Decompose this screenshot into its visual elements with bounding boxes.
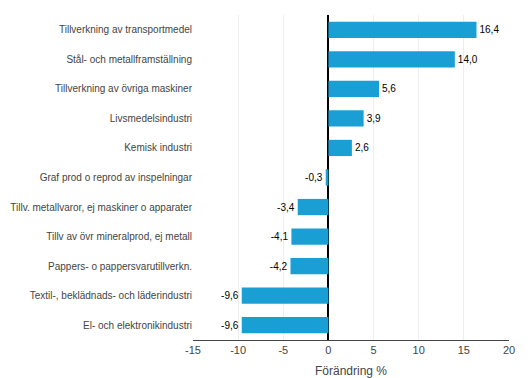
svg-text:-10: -10 (230, 344, 246, 356)
svg-text:Pappers- o pappersvarutillverk: Pappers- o pappersvarutillverkn. (48, 261, 192, 272)
svg-text:10: 10 (413, 344, 425, 356)
svg-text:0: 0 (325, 344, 331, 356)
svg-text:-3,4: -3,4 (277, 202, 295, 213)
svg-text:5,6: 5,6 (382, 83, 396, 94)
svg-text:Livsmedelsindustri: Livsmedelsindustri (110, 113, 192, 124)
svg-text:Tillv. metallvaror, ej maskine: Tillv. metallvaror, ej maskiner o appara… (10, 202, 192, 213)
svg-text:El- och elektronikindustri: El- och elektronikindustri (83, 320, 192, 331)
svg-text:-4,1: -4,1 (271, 231, 289, 242)
svg-text:15: 15 (458, 344, 470, 356)
svg-text:Tillverkning av övriga maskine: Tillverkning av övriga maskiner (55, 83, 193, 94)
svg-text:Tillv av övr mineralprod, ej m: Tillv av övr mineralprod, ej metall (46, 231, 192, 242)
svg-text:20: 20 (503, 344, 515, 356)
svg-text:-9,6: -9,6 (221, 320, 239, 331)
svg-text:Graf prod o reprod av inspelni: Graf prod o reprod av inspelningar (40, 172, 193, 183)
svg-text:2,6: 2,6 (355, 142, 369, 153)
svg-text:Kemisk industri: Kemisk industri (124, 142, 192, 153)
svg-text:-9,6: -9,6 (221, 290, 239, 301)
svg-text:14,0: 14,0 (458, 54, 478, 65)
svg-text:Förändring %: Förändring % (315, 364, 387, 378)
svg-text:16,4: 16,4 (480, 24, 500, 35)
svg-text:Stål- och metallframställning: Stål- och metallframställning (66, 54, 192, 65)
svg-text:-15: -15 (185, 344, 201, 356)
svg-text:Tillverkning av transportmedel: Tillverkning av transportmedel (59, 24, 192, 35)
svg-text:-5: -5 (278, 344, 288, 356)
svg-text:5: 5 (371, 344, 377, 356)
svg-text:3,9: 3,9 (367, 113, 381, 124)
svg-text:-4,2: -4,2 (270, 261, 288, 272)
svg-text:Textil-, beklädnads- och läder: Textil-, beklädnads- och läderindustri (30, 290, 192, 301)
svg-text:-0,3: -0,3 (305, 172, 323, 183)
